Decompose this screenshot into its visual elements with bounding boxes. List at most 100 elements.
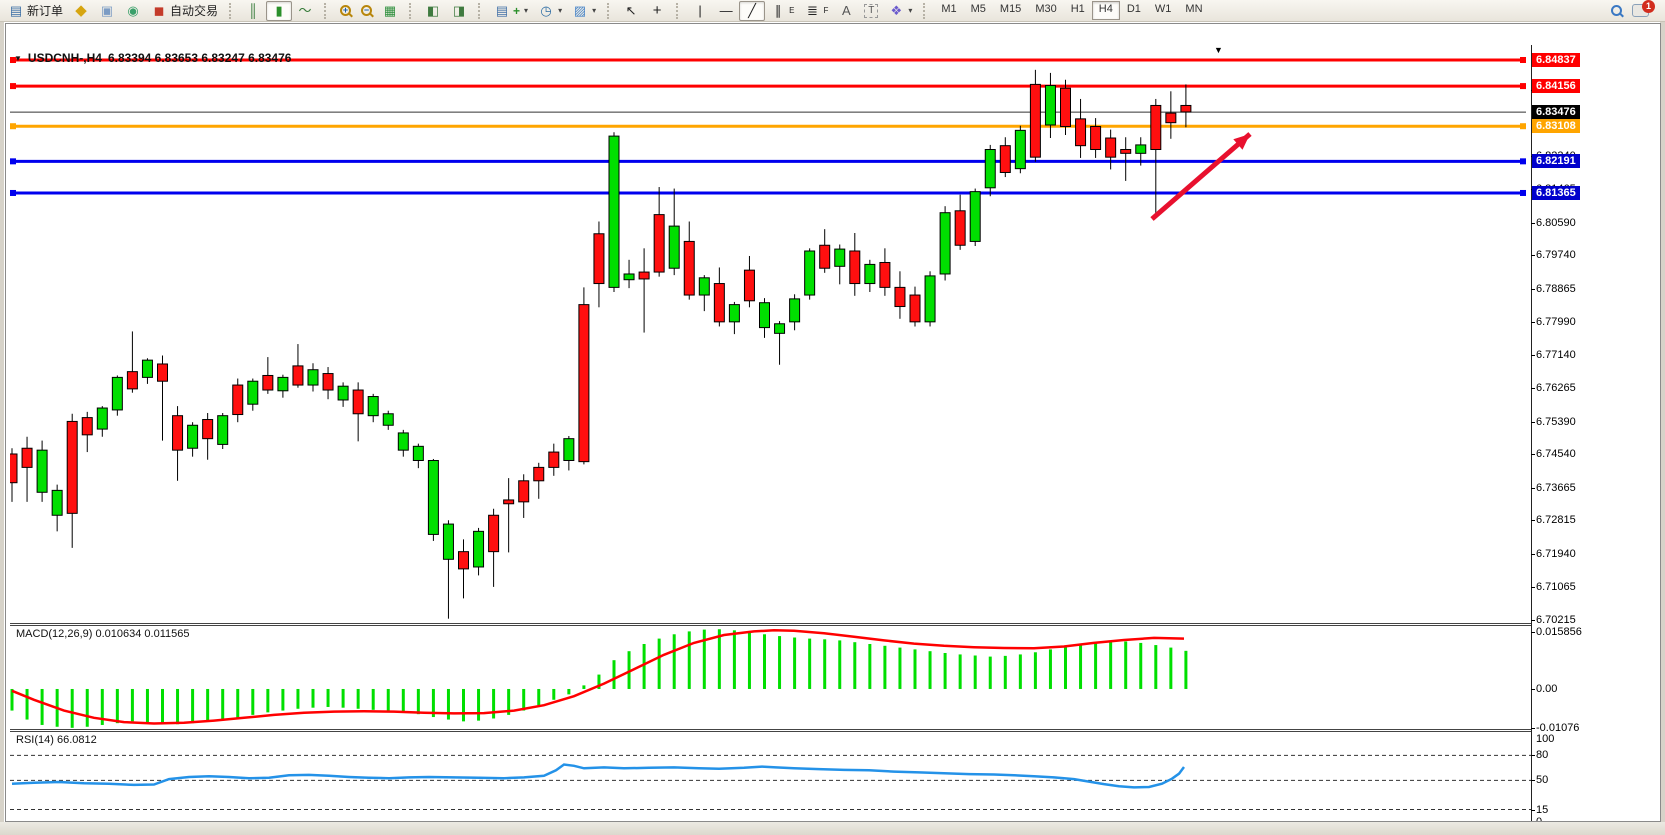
bar-chart-button[interactable]: ║ [240, 1, 266, 21]
trend-arrow-line[interactable] [1150, 132, 1252, 221]
line-handle[interactable] [10, 56, 16, 63]
candle-body [849, 250, 861, 285]
profiles-button[interactable]: ◆ [68, 1, 94, 21]
line-handle[interactable] [10, 189, 16, 196]
auto-trading-icon: ◼ [153, 2, 165, 18]
rsi-tick-mark [1531, 780, 1535, 782]
tile-windows-button[interactable]: ▦ [377, 1, 403, 21]
scroll-end-marker-icon[interactable]: ▼ [1214, 45, 1223, 55]
rsi-tick-label: 100 [1536, 732, 1555, 745]
timeframe-button-H1[interactable]: H1 [1070, 3, 1085, 15]
price-tick-label: 6.77990 [1536, 316, 1576, 329]
pane-separator[interactable] [10, 729, 1531, 732]
text-label-button[interactable]: T [859, 1, 883, 21]
notifications-button[interactable]: 1 [1627, 0, 1655, 21]
rsi-pane[interactable] [10, 732, 1531, 822]
line-handle[interactable] [10, 123, 16, 130]
price-tick-label: 6.76265 [1536, 382, 1576, 395]
macd-tick-label: 0.00 [1536, 682, 1558, 695]
vertical-line-button[interactable]: | [687, 1, 713, 21]
chart-symbol-period: USDCNH-,H4 [27, 51, 102, 65]
zoom-in-button[interactable]: + [335, 1, 356, 21]
price-tick-label: 6.77140 [1536, 348, 1576, 361]
candlestick-chart-button[interactable]: ▮ [266, 0, 293, 21]
timeframe-button-M15[interactable]: M15 [999, 3, 1022, 15]
trade-group: ▤ 新订单 ◆ ▣ ◉ ◼ 自动交易 [0, 0, 226, 22]
timeframe-button-W1[interactable]: W1 [1154, 3, 1172, 15]
arrange-a-button[interactable]: ◧ [420, 1, 446, 21]
period-button[interactable]: ◷ ▾ [533, 1, 567, 21]
new-order-label: 新订单 [27, 4, 64, 18]
price-tick-label: 6.70215 [1536, 614, 1576, 626]
horizontal-line-button[interactable]: — [713, 1, 739, 21]
line-handle[interactable] [1520, 83, 1526, 90]
fibonacci-button[interactable]: ≣ F [799, 1, 833, 21]
zoom-out-button[interactable]: − [356, 1, 377, 21]
text-button[interactable]: A [833, 1, 859, 21]
candle-body [608, 135, 620, 288]
line-chart-button[interactable]: ～ [292, 1, 318, 21]
arrange-group: ◧ ◨ [417, 0, 475, 22]
channel-button[interactable]: ∥ E [765, 1, 799, 21]
market-watch-button[interactable]: ▣ [94, 1, 120, 21]
chart-menu-icon[interactable]: ▼ [14, 53, 22, 63]
timeframe-button-D1[interactable]: D1 [1126, 3, 1141, 15]
template-button[interactable]: ▨ ▾ [567, 1, 601, 21]
candle-body [804, 250, 816, 296]
cursor-button[interactable]: ↖ [618, 1, 644, 21]
timeframe-button-H4[interactable]: H4 [1091, 1, 1120, 20]
new-order-button[interactable]: ▤ 新订单 [3, 1, 68, 21]
toolbar-grip [607, 2, 612, 19]
new-chart-button[interactable]: ▤ + ▾ [495, 2, 529, 18]
zoom-group: + − ▦ [332, 0, 406, 22]
signals-button[interactable]: ◉ [120, 1, 146, 21]
timeframe-button-M30[interactable]: M30 [1035, 3, 1057, 15]
pane-separator[interactable] [10, 623, 1531, 626]
candle-body [774, 323, 786, 334]
trend-arrow-head[interactable] [1233, 134, 1250, 150]
arrange-b-button[interactable]: ◨ [446, 1, 472, 21]
candle-body [412, 445, 424, 461]
timeframe-button-MN[interactable]: MN [1185, 3, 1203, 15]
crosshair-button[interactable]: + [644, 1, 670, 21]
price-tick-mark [1531, 620, 1535, 621]
candle-body [939, 212, 951, 275]
new-chart-icon: ▤ [495, 2, 509, 18]
line-handle[interactable] [10, 83, 16, 90]
chevron-down-icon: ▾ [592, 6, 597, 15]
price-tick-label: 6.80590 [1536, 216, 1576, 229]
timeframe-button-M5[interactable]: M5 [970, 3, 986, 15]
line-handle[interactable] [1520, 158, 1526, 165]
chart-window: ▼ USDCNH-,H4 6.83394 6.83653 6.83247 6.8… [0, 22, 1665, 835]
candle-body [187, 424, 199, 449]
search-button[interactable] [1606, 1, 1627, 21]
candle-body [96, 407, 108, 430]
price-chart-pane[interactable] [10, 50, 1531, 623]
chart-title: ▼ USDCNH-,H4 6.83394 6.83653 6.83247 6.8… [14, 51, 291, 65]
cursor-group: ↖ + [615, 0, 673, 22]
macd-pane[interactable] [10, 626, 1531, 730]
zoom-in-icon: + [340, 5, 352, 16]
trendline-button[interactable]: ╱ [739, 0, 766, 21]
line-handle[interactable] [10, 158, 16, 165]
candle-body [1135, 144, 1147, 154]
cursor-icon: ↖ [625, 2, 637, 18]
price-tick-label: 6.75390 [1536, 415, 1576, 428]
notification-badge: 1 [1642, 0, 1655, 13]
timeframe-button-M1[interactable]: M1 [941, 3, 957, 15]
line-handle[interactable] [1520, 123, 1526, 130]
auto-trading-button[interactable]: ◼ 自动交易 [146, 1, 223, 21]
horizontal-line-icon: — [719, 2, 733, 18]
candle-body [36, 449, 48, 493]
objects-group-1: ▤ + ▾ ◷ ▾ ▨ ▾ [486, 0, 604, 22]
text-label-icon: T [864, 3, 879, 18]
line-handle[interactable] [1520, 189, 1526, 196]
arrows-button[interactable]: ❖ ▾ [883, 1, 917, 21]
chat-icon: 1 [1632, 0, 1655, 17]
line-handle[interactable] [1520, 56, 1526, 63]
line-chart-icon: ～ [298, 2, 312, 18]
candle-body [819, 244, 831, 269]
candle-body [1060, 87, 1071, 128]
macd-tick-label: 0.015856 [1536, 625, 1582, 638]
price-tick-mark [1531, 222, 1535, 224]
